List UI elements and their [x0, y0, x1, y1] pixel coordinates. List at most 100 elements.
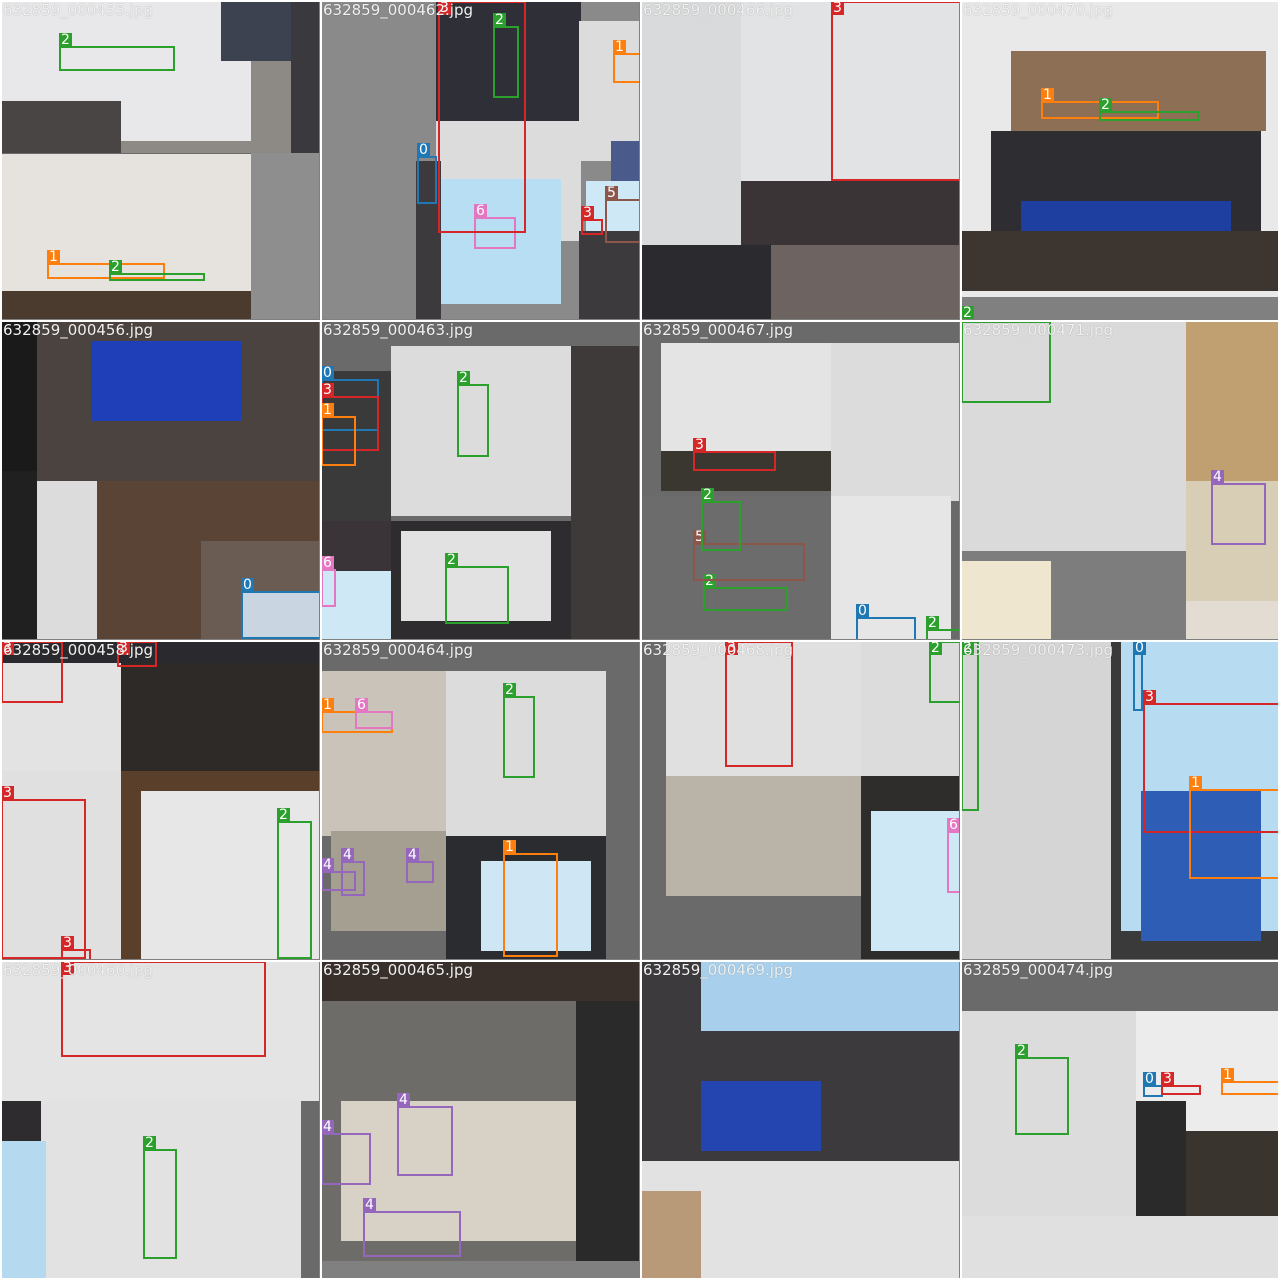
detection-label: 1 [47, 249, 60, 265]
detection-box [61, 961, 266, 1057]
detection-label: 2 [277, 807, 290, 823]
photo-fragment [661, 451, 831, 491]
detection-label: 3 [831, 1, 844, 16]
tile-filename: 632859_000460.jpg [3, 961, 153, 979]
photo-fragment [961, 641, 1111, 959]
tile-filename: 632859_000468.jpg [643, 641, 793, 659]
detection-label: 2 [445, 552, 458, 568]
detection-box [1, 641, 63, 703]
grid-divider [0, 960, 1280, 962]
detection-box [1099, 111, 1199, 121]
photo-fragment [1186, 481, 1279, 601]
detection-box [926, 629, 959, 639]
detection-box [613, 53, 639, 83]
detection-label: 3 [693, 437, 706, 453]
detection-label: 1 [613, 39, 626, 55]
tile-filename: 632859_000455.jpg [3, 1, 153, 19]
detection-box [703, 587, 788, 611]
mosaic-tile: 3 2 5 2 0 2 632859_000467.jpg [641, 321, 959, 639]
photo-fragment [611, 141, 639, 181]
photo-fragment [1, 471, 37, 639]
detection-box [701, 501, 741, 551]
mosaic-tile: 3 2 632859_000460.jpg [1, 961, 319, 1279]
mosaic-tile: 1 6 2 4 4 4 1 632859_000464.jpg [321, 641, 639, 959]
detection-box [1211, 483, 1266, 545]
detection-label: 0 [321, 365, 334, 381]
photo-fragment [321, 321, 639, 343]
photo-fragment [576, 1001, 639, 1261]
grid-divider [0, 1278, 1280, 1280]
detection-label: 3 [117, 641, 130, 656]
photo-fragment [571, 346, 639, 639]
detection-label: 5 [605, 185, 618, 201]
photo-fragment [666, 641, 861, 776]
detection-label: 2 [143, 1135, 156, 1151]
photo-fragment [436, 1, 581, 121]
detection-label: 0 [1143, 1071, 1156, 1087]
detection-label: 1 [321, 402, 334, 418]
detection-label: 6 [947, 817, 959, 833]
tile-filename: 632859_000467.jpg [643, 321, 793, 339]
detection-label: 1 [1041, 87, 1054, 103]
photo-fragment [446, 671, 606, 836]
photo-fragment [37, 481, 97, 639]
photo-fragment [1, 1141, 46, 1279]
detection-label: 1 [1189, 775, 1202, 791]
detection-label: 2 [701, 487, 714, 503]
detection-box [605, 199, 639, 243]
mosaic-tile: 3 3 3 2 3 632859_000458.jpg [1, 641, 319, 959]
detection-box [277, 821, 312, 959]
photo-fragment [579, 231, 639, 319]
detection-box [1015, 1057, 1069, 1135]
detection-box [1, 799, 86, 959]
tile-filename: 632859_000465.jpg [323, 961, 473, 979]
detection-box [693, 543, 805, 581]
photo-fragment [431, 179, 561, 304]
detection-box [363, 1211, 461, 1257]
photo-fragment [701, 1081, 821, 1151]
mosaic-tile: 632859_000469.jpg [641, 961, 959, 1279]
detection-label: 0 [417, 142, 430, 158]
detection-label: 2 [961, 305, 974, 319]
detection-label: 2 [493, 12, 506, 28]
tile-filename: 632859_000471.jpg [963, 321, 1113, 339]
detection-label: 0 [856, 603, 869, 619]
photo-fragment [606, 641, 639, 959]
photo-fragment [641, 1191, 701, 1279]
detection-label: 2 [503, 682, 516, 698]
tile-filename: 632859_000458.jpg [3, 641, 153, 659]
detection-label: 3 [581, 205, 594, 221]
detection-box [725, 641, 793, 767]
detection-box [406, 861, 434, 883]
detection-box [929, 641, 959, 703]
detection-label: 4 [341, 847, 354, 863]
detection-label: 1 [321, 697, 334, 713]
detection-box [831, 1, 959, 181]
mosaic-tile: 2 0 3 1 632859_000474.jpg [961, 961, 1279, 1279]
detection-box [856, 617, 916, 639]
detection-label: 3 [61, 935, 74, 951]
detection-label: 2 [1099, 97, 1112, 113]
photo-fragment [641, 321, 959, 343]
detection-box [947, 831, 959, 893]
detection-label: 3 [1, 785, 14, 801]
photo-fragment [771, 245, 959, 319]
detection-label: 4 [1211, 469, 1224, 485]
grid-divider [960, 0, 962, 1280]
photo-fragment [831, 331, 959, 501]
photo-fragment [666, 776, 861, 896]
detection-label: 6 [474, 203, 487, 219]
detection-box [1161, 1085, 1201, 1095]
photo-fragment [401, 531, 551, 621]
photo-fragment [341, 1101, 576, 1241]
photo-fragment [391, 346, 571, 516]
photo-fragment [641, 245, 771, 319]
detection-box [493, 26, 519, 98]
photo-fragment [961, 297, 1279, 319]
mosaic-tile: 4 632859_000471.jpg [961, 321, 1279, 639]
photo-fragment [961, 1011, 1136, 1216]
photo-fragment [861, 641, 959, 776]
detection-label: 2 [59, 32, 72, 48]
photo-fragment [871, 811, 959, 951]
